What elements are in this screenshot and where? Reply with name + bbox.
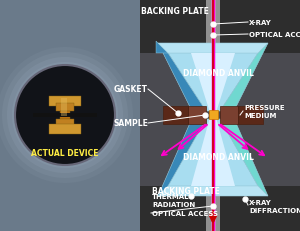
Bar <box>49 125 81 134</box>
Polygon shape <box>220 44 268 112</box>
Text: OPTICAL ACCESS: OPTICAL ACCESS <box>152 210 218 216</box>
Polygon shape <box>220 106 238 125</box>
Text: OPTICAL ACCESS: OPTICAL ACCESS <box>249 32 300 38</box>
Circle shape <box>15 66 115 165</box>
Bar <box>0 0 140 231</box>
Bar <box>140 186 300 231</box>
Bar <box>56 119 74 128</box>
Bar <box>0 0 140 231</box>
Bar <box>33 113 97 118</box>
Polygon shape <box>220 119 268 196</box>
Bar <box>0 0 140 231</box>
Polygon shape <box>191 54 235 112</box>
Text: BACKING PLATE: BACKING PLATE <box>152 187 220 196</box>
Text: BACKING PLATE: BACKING PLATE <box>141 6 209 15</box>
Polygon shape <box>191 119 235 186</box>
Bar <box>140 0 300 54</box>
Polygon shape <box>238 106 263 125</box>
Polygon shape <box>156 42 168 54</box>
Text: PRESSURE
MEDIUM: PRESSURE MEDIUM <box>244 105 285 118</box>
Bar <box>0 0 140 231</box>
Polygon shape <box>168 54 258 112</box>
Bar <box>0 0 140 231</box>
Text: THERMAL
RADIATION: THERMAL RADIATION <box>152 193 195 207</box>
Bar <box>61 99 63 116</box>
Polygon shape <box>168 119 258 186</box>
Polygon shape <box>158 119 206 196</box>
Text: DIAMOND ANVIL: DIAMOND ANVIL <box>183 153 254 162</box>
Polygon shape <box>158 44 206 112</box>
Circle shape <box>7 58 123 173</box>
Bar <box>0 0 140 231</box>
Circle shape <box>12 63 118 168</box>
Bar <box>0 0 140 231</box>
Polygon shape <box>211 0 216 54</box>
Bar <box>0 0 140 231</box>
Bar <box>0 0 140 231</box>
Polygon shape <box>188 106 206 125</box>
Bar <box>63 99 65 116</box>
Bar <box>0 0 140 231</box>
Polygon shape <box>206 0 220 54</box>
Bar <box>0 0 140 231</box>
Bar <box>49 97 81 106</box>
Bar <box>0 0 140 231</box>
Text: X-RAY: X-RAY <box>249 20 272 26</box>
Polygon shape <box>158 186 268 196</box>
Bar <box>0 0 140 231</box>
Text: X-RAY
DIFFRACTIONS: X-RAY DIFFRACTIONS <box>249 199 300 213</box>
Polygon shape <box>206 186 220 231</box>
Bar <box>0 0 140 231</box>
Bar <box>0 0 140 231</box>
Bar <box>0 0 140 231</box>
Text: DIAMOND ANVIL: DIAMOND ANVIL <box>183 69 254 78</box>
Bar <box>60 112 70 119</box>
Bar <box>0 0 140 231</box>
Bar <box>0 0 140 231</box>
Bar <box>209 110 218 119</box>
Circle shape <box>2 53 128 178</box>
Bar <box>0 0 140 231</box>
Bar <box>56 103 74 112</box>
Bar <box>65 99 67 116</box>
Circle shape <box>0 48 133 183</box>
Bar <box>0 0 140 231</box>
Text: ACTUAL DEVICE: ACTUAL DEVICE <box>31 148 99 157</box>
Polygon shape <box>158 44 268 54</box>
Polygon shape <box>211 186 216 231</box>
Polygon shape <box>163 106 188 125</box>
Text: SAMPLE: SAMPLE <box>113 119 148 128</box>
Text: GASKET: GASKET <box>114 85 148 94</box>
Bar <box>140 0 300 231</box>
Bar <box>0 0 140 231</box>
